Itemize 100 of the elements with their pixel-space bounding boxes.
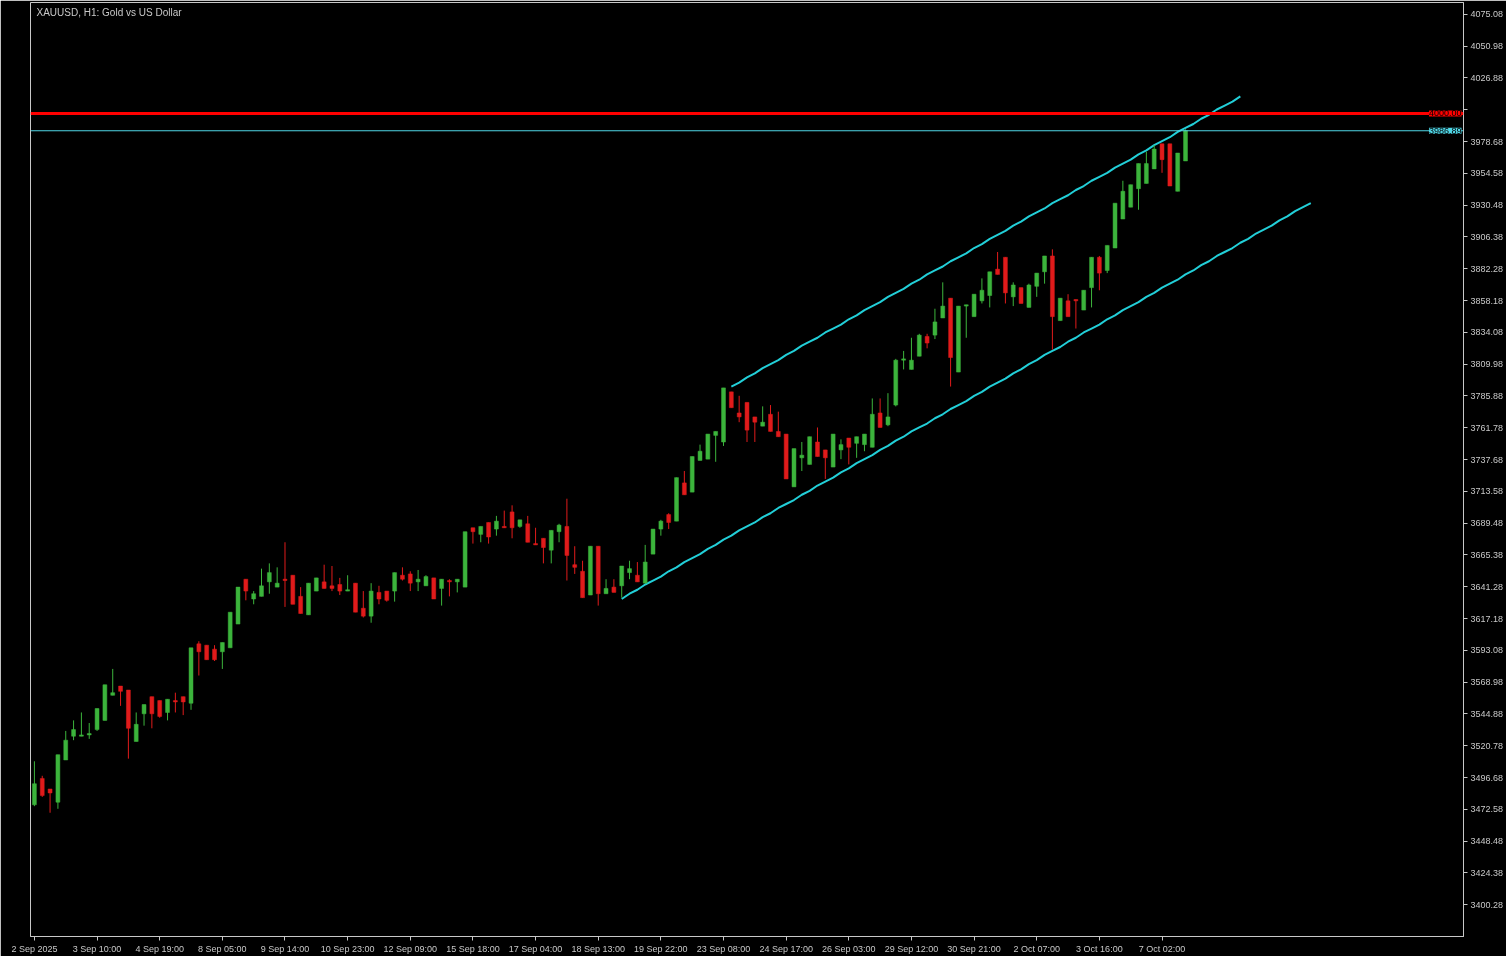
y-tick-label: 3713.58 bbox=[1470, 486, 1504, 497]
candlestick bbox=[321, 564, 327, 589]
candlestick bbox=[259, 568, 264, 597]
candlestick bbox=[995, 251, 1000, 275]
candlestick bbox=[1011, 281, 1016, 307]
candlestick bbox=[885, 392, 891, 427]
y-tick-label: 3472.58 bbox=[1470, 804, 1504, 815]
candlestick bbox=[877, 397, 883, 428]
candlestick bbox=[408, 570, 413, 592]
candlestick bbox=[94, 708, 100, 732]
x-tick-label: 10 Sep 23:00 bbox=[320, 943, 375, 954]
candlestick bbox=[901, 350, 906, 370]
candlestick bbox=[376, 585, 382, 605]
candlestick bbox=[909, 337, 914, 370]
y-tick-label: 3641.28 bbox=[1470, 581, 1504, 592]
y-tick-label: 3809.98 bbox=[1470, 359, 1504, 370]
candlestick bbox=[274, 566, 280, 588]
candlestick bbox=[1058, 297, 1063, 322]
candlestick bbox=[541, 537, 546, 564]
ref-line-label: 4000.00 bbox=[1428, 108, 1462, 119]
candlestick bbox=[854, 436, 859, 459]
candlestick bbox=[149, 696, 155, 729]
y-tick-label: 4026.88 bbox=[1470, 73, 1504, 83]
candlestick bbox=[682, 470, 687, 496]
candlestick bbox=[494, 515, 499, 537]
x-tick-label: 17 Sep 04:00 bbox=[508, 943, 563, 954]
chart-title: XAUUSD, H1: Gold vs US Dollar bbox=[36, 6, 183, 18]
x-tick-label: 24 Sep 17:00 bbox=[759, 943, 813, 954]
y-tick-label: 3568.98 bbox=[1470, 677, 1504, 688]
candlestick bbox=[47, 788, 53, 814]
x-tick-label: 18 Sep 13:00 bbox=[571, 943, 626, 954]
candlestick bbox=[243, 578, 249, 601]
candlestick bbox=[1081, 289, 1086, 311]
candlestick bbox=[71, 719, 76, 741]
candlestick bbox=[752, 416, 758, 443]
candlestick bbox=[1128, 184, 1133, 208]
y-tick-label: 3834.08 bbox=[1470, 327, 1504, 338]
line-series bbox=[730, 95, 1242, 388]
candlestick bbox=[823, 449, 828, 480]
y-tick-label: 3665.38 bbox=[1470, 549, 1504, 560]
candlestick bbox=[627, 560, 632, 580]
candlestick bbox=[619, 565, 624, 599]
candlestick bbox=[642, 544, 648, 584]
x-tick-label: 19 Sep 22:00 bbox=[634, 943, 688, 954]
candlestick bbox=[1144, 151, 1149, 184]
candlestick bbox=[572, 545, 577, 575]
candlestick bbox=[509, 504, 515, 539]
y-tick-label: 3544.88 bbox=[1470, 708, 1504, 719]
candlestick bbox=[110, 668, 115, 696]
y-tick-label: 3448.48 bbox=[1470, 836, 1504, 847]
candlestick bbox=[486, 521, 491, 545]
candlestick bbox=[1042, 255, 1047, 285]
candlestick bbox=[1073, 299, 1079, 330]
x-tick-label: 8 Sep 05:00 bbox=[198, 943, 247, 954]
y-tick-label: 3882.28 bbox=[1470, 263, 1504, 274]
candlestick bbox=[439, 578, 444, 607]
candlestick bbox=[1097, 255, 1102, 291]
candlestick bbox=[40, 775, 45, 798]
candlestick bbox=[470, 527, 476, 545]
line-series bbox=[620, 202, 1312, 600]
candlestick bbox=[736, 395, 742, 423]
candlestick bbox=[525, 515, 530, 543]
candlestick bbox=[118, 685, 123, 707]
candlestick bbox=[415, 569, 421, 592]
ref-line-label: 3986.89 bbox=[1428, 125, 1462, 136]
candlestick bbox=[1151, 144, 1157, 170]
candlestick bbox=[713, 430, 718, 463]
x-tick-label: 3 Oct 16:00 bbox=[1076, 943, 1123, 954]
y-tick-label: 3617.18 bbox=[1470, 613, 1504, 624]
y-tick-label: 3858.18 bbox=[1470, 295, 1504, 306]
y-tick-label: 3520.78 bbox=[1470, 740, 1504, 751]
candlestick bbox=[838, 438, 844, 460]
candlestick bbox=[611, 578, 617, 593]
y-tick-label: 3978.68 bbox=[1470, 136, 1504, 147]
y-tick-label: 3954.58 bbox=[1470, 168, 1504, 179]
candlestick bbox=[815, 426, 820, 457]
candlestick bbox=[267, 562, 272, 595]
x-tick-label: 7 Oct 02:00 bbox=[1138, 943, 1186, 954]
x-tick-label: 2 Sep 2025 bbox=[11, 943, 58, 954]
x-tick-label: 2 Oct 07:00 bbox=[1013, 943, 1060, 954]
candlestick bbox=[603, 578, 609, 595]
candlestick bbox=[165, 698, 170, 721]
x-tick-label: 15 Sep 18:00 bbox=[446, 943, 500, 954]
candlestick bbox=[979, 277, 985, 304]
x-tick-label: 23 Sep 08:00 bbox=[696, 943, 751, 954]
candlestick bbox=[173, 692, 178, 713]
y-tick-label: 3930.48 bbox=[1470, 200, 1504, 211]
candlestick bbox=[282, 541, 288, 608]
candlestick bbox=[635, 561, 640, 583]
candlestick bbox=[549, 529, 554, 564]
x-tick-label: 12 Sep 09:00 bbox=[383, 943, 438, 954]
candlestick bbox=[63, 730, 68, 761]
candlestick bbox=[1034, 272, 1039, 298]
x-tick-label: 3 Sep 10:00 bbox=[72, 943, 122, 954]
x-tick-label: 4 Sep 19:00 bbox=[135, 943, 184, 954]
x-tick-label: 30 Sep 21:00 bbox=[947, 943, 1001, 954]
candlestick bbox=[846, 437, 852, 465]
candlestick bbox=[392, 572, 397, 603]
y-tick-label: 3906.38 bbox=[1470, 231, 1504, 242]
candlestick bbox=[196, 640, 202, 677]
